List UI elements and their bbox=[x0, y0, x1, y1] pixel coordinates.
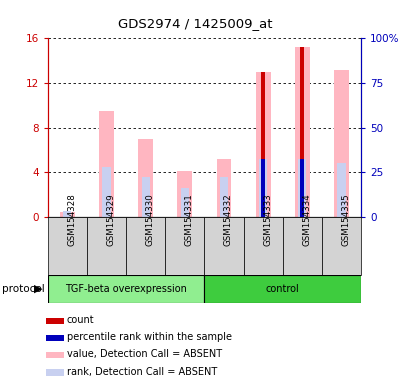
Bar bbox=[256, 72, 271, 217]
Bar bbox=[217, 159, 232, 217]
Bar bbox=[300, 47, 304, 217]
Bar bbox=[99, 111, 114, 217]
Bar bbox=[300, 159, 304, 217]
Bar bbox=[205, 275, 361, 303]
Bar bbox=[48, 275, 205, 303]
Text: GSM154330: GSM154330 bbox=[146, 193, 155, 246]
Bar bbox=[295, 47, 310, 217]
Text: ▶: ▶ bbox=[34, 284, 43, 294]
Bar bbox=[63, 211, 71, 217]
Bar bbox=[181, 188, 189, 217]
Bar bbox=[46, 369, 63, 376]
Bar bbox=[298, 159, 306, 217]
Bar bbox=[334, 70, 349, 217]
Bar bbox=[126, 217, 165, 275]
Bar bbox=[259, 159, 267, 217]
Bar bbox=[103, 167, 110, 217]
Bar bbox=[46, 335, 63, 341]
Bar bbox=[261, 159, 265, 217]
Text: percentile rank within the sample: percentile rank within the sample bbox=[67, 332, 232, 342]
Bar bbox=[177, 171, 192, 217]
Bar bbox=[261, 72, 265, 217]
Bar bbox=[48, 217, 87, 275]
Bar bbox=[244, 217, 283, 275]
Bar bbox=[46, 352, 63, 358]
Text: GDS2974 / 1425009_at: GDS2974 / 1425009_at bbox=[118, 17, 272, 30]
Text: control: control bbox=[266, 284, 300, 294]
Text: GSM154334: GSM154334 bbox=[302, 193, 311, 246]
Text: GSM154332: GSM154332 bbox=[224, 193, 233, 246]
Text: GSM154331: GSM154331 bbox=[185, 193, 194, 246]
Bar bbox=[87, 217, 126, 275]
Bar bbox=[60, 212, 75, 217]
Bar bbox=[337, 164, 346, 217]
Bar bbox=[283, 217, 322, 275]
Text: TGF-beta overexpression: TGF-beta overexpression bbox=[65, 284, 187, 294]
Bar bbox=[142, 177, 150, 217]
Text: protocol: protocol bbox=[2, 284, 45, 294]
Bar bbox=[322, 217, 361, 275]
Text: GSM154328: GSM154328 bbox=[67, 193, 76, 246]
Bar bbox=[165, 217, 204, 275]
Bar bbox=[220, 177, 228, 217]
Bar bbox=[205, 217, 244, 275]
Text: count: count bbox=[67, 315, 94, 325]
Text: GSM154329: GSM154329 bbox=[107, 193, 115, 246]
Text: value, Detection Call = ABSENT: value, Detection Call = ABSENT bbox=[67, 349, 222, 359]
Text: GSM154333: GSM154333 bbox=[263, 193, 272, 246]
Text: rank, Detection Call = ABSENT: rank, Detection Call = ABSENT bbox=[67, 367, 217, 377]
Text: GSM154335: GSM154335 bbox=[342, 193, 350, 246]
Bar bbox=[46, 318, 63, 324]
Bar bbox=[138, 139, 153, 217]
